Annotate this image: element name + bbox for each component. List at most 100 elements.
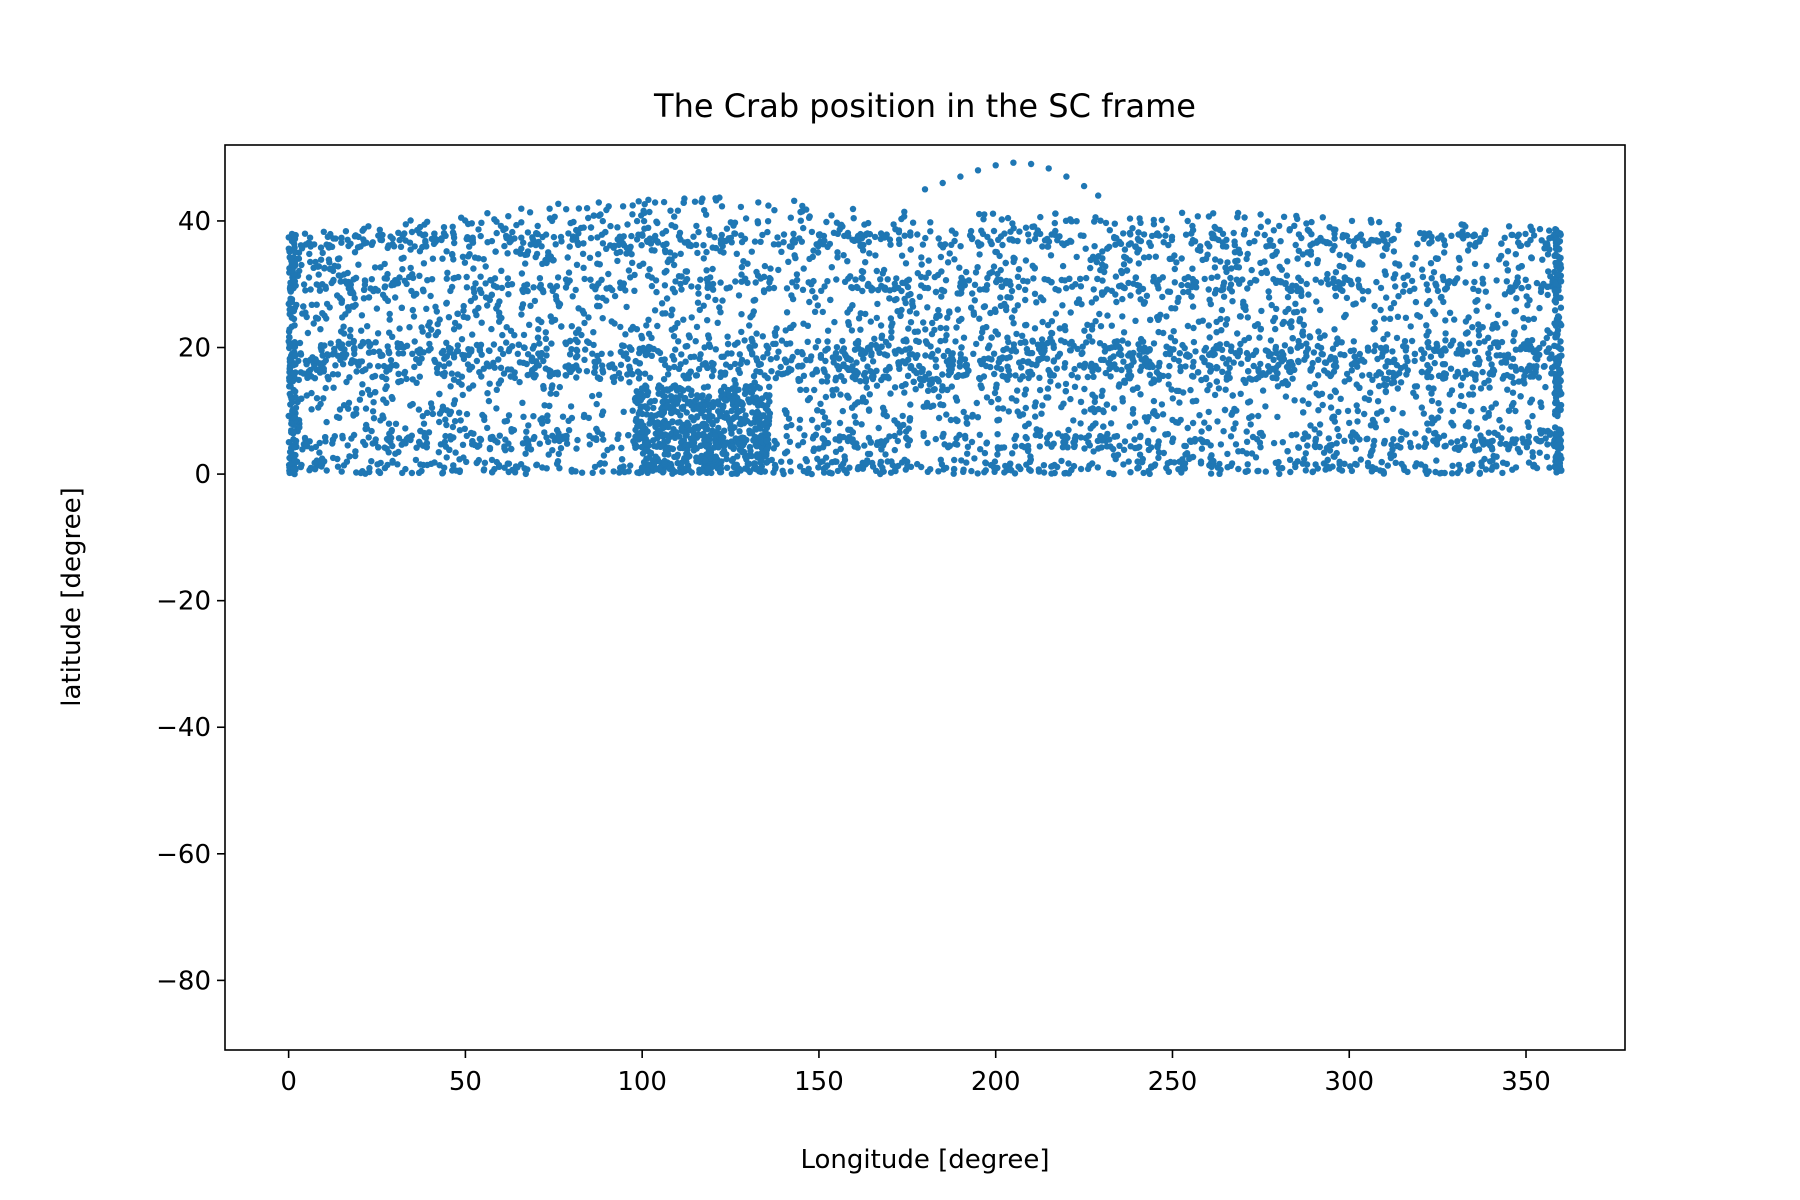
scatter-point — [859, 247, 867, 254]
scatter-point — [459, 441, 467, 448]
scatter-point — [1464, 348, 1471, 355]
scatter-point — [1315, 328, 1322, 335]
scatter-point — [590, 212, 597, 219]
scatter-point — [394, 461, 401, 468]
scatter-point — [941, 441, 948, 448]
scatter-point — [423, 243, 430, 250]
scatter-point — [1071, 365, 1078, 373]
scatter-point — [1441, 361, 1449, 368]
scatter-point — [891, 280, 898, 287]
scatter-point — [1287, 347, 1295, 355]
scatter-point — [319, 310, 326, 317]
scatter-point — [907, 401, 914, 408]
scatter-point — [753, 355, 760, 362]
scatter-point — [1132, 444, 1139, 452]
scatter-point — [965, 277, 973, 284]
scatter-point — [1194, 369, 1202, 376]
scatter-point — [1311, 380, 1319, 388]
scatter-point — [351, 249, 359, 256]
scatter-point — [1390, 275, 1397, 282]
scatter-point — [1036, 374, 1043, 381]
scatter-point — [953, 397, 961, 404]
scatter-point — [327, 243, 334, 250]
scatter-point — [1241, 214, 1248, 221]
scatter-point — [1097, 356, 1105, 363]
scatter-point — [1297, 342, 1305, 349]
scatter-point — [861, 442, 868, 449]
scatter-point — [628, 232, 635, 240]
scatter-point — [338, 234, 345, 241]
scatter-point — [1013, 330, 1020, 338]
scatter-point — [652, 277, 660, 284]
scatter-point — [685, 332, 693, 339]
scatter-point — [1369, 376, 1376, 383]
scatter-point — [1051, 219, 1059, 227]
scatter-point — [920, 403, 927, 410]
scatter-point — [857, 378, 864, 385]
scatter-point — [594, 260, 601, 267]
scatter-point — [1490, 367, 1498, 375]
scatter-point — [319, 352, 326, 359]
scatter-point — [1481, 230, 1489, 238]
scatter-point — [1490, 339, 1498, 347]
scatter-point — [1030, 275, 1037, 282]
scatter-point — [1291, 222, 1298, 229]
scatter-point — [1313, 390, 1320, 397]
scatter-point — [694, 299, 702, 306]
scatter-point — [1390, 248, 1398, 255]
scatter-point — [1264, 218, 1272, 225]
scatter-point — [580, 413, 588, 421]
scatter-point — [1228, 288, 1236, 295]
scatter-point — [873, 382, 881, 389]
scatter-point — [1197, 460, 1205, 467]
scatter-point — [360, 295, 368, 302]
scatter-point — [1530, 370, 1537, 378]
scatter-point — [1372, 465, 1379, 472]
scatter-point — [1525, 433, 1533, 440]
scatter-point — [454, 310, 461, 317]
scatter-point — [898, 252, 906, 259]
scatter-point — [996, 252, 1003, 260]
scatter-point — [329, 371, 337, 378]
scatter-point — [768, 368, 775, 375]
scatter-point — [1015, 463, 1022, 470]
scatter-point — [1312, 443, 1319, 451]
scatter-point — [823, 218, 830, 226]
scatter-point — [1132, 317, 1139, 324]
scatter-point — [708, 359, 716, 367]
scatter-point — [1014, 387, 1021, 394]
scatter-point — [1510, 331, 1518, 338]
scatter-point — [1307, 251, 1315, 258]
scatter-point — [527, 302, 534, 309]
scatter-point — [809, 287, 816, 295]
scatter-point — [1031, 325, 1039, 332]
scatter-point — [832, 377, 839, 384]
scatter-point — [545, 252, 552, 260]
scatter-point — [1448, 387, 1456, 394]
scatter-point — [1235, 465, 1242, 473]
scatter-point — [943, 464, 950, 472]
scatter-point — [478, 219, 485, 226]
scatter-point — [599, 408, 607, 415]
scatter-point — [1451, 316, 1458, 323]
scatter-point — [1242, 306, 1249, 314]
scatter-point — [1326, 224, 1333, 231]
scatter-point — [486, 444, 494, 452]
scatter-point — [1408, 277, 1416, 285]
scatter-point — [1354, 418, 1361, 425]
scatter-point — [766, 279, 773, 286]
scatter-point — [848, 327, 856, 334]
scatter-point — [338, 239, 345, 246]
scatter-point — [1136, 215, 1143, 222]
scatter-point — [1220, 293, 1228, 300]
scatter-point — [425, 332, 432, 339]
scatter-point — [1367, 422, 1375, 429]
scatter-point — [504, 366, 512, 373]
scatter-point — [1099, 277, 1106, 284]
scatter-point — [581, 319, 588, 327]
scatter-point — [1099, 387, 1106, 394]
scatter-point — [347, 289, 354, 297]
scatter-point — [369, 408, 377, 415]
scatter-point — [991, 370, 998, 378]
scatter-point — [370, 399, 377, 406]
